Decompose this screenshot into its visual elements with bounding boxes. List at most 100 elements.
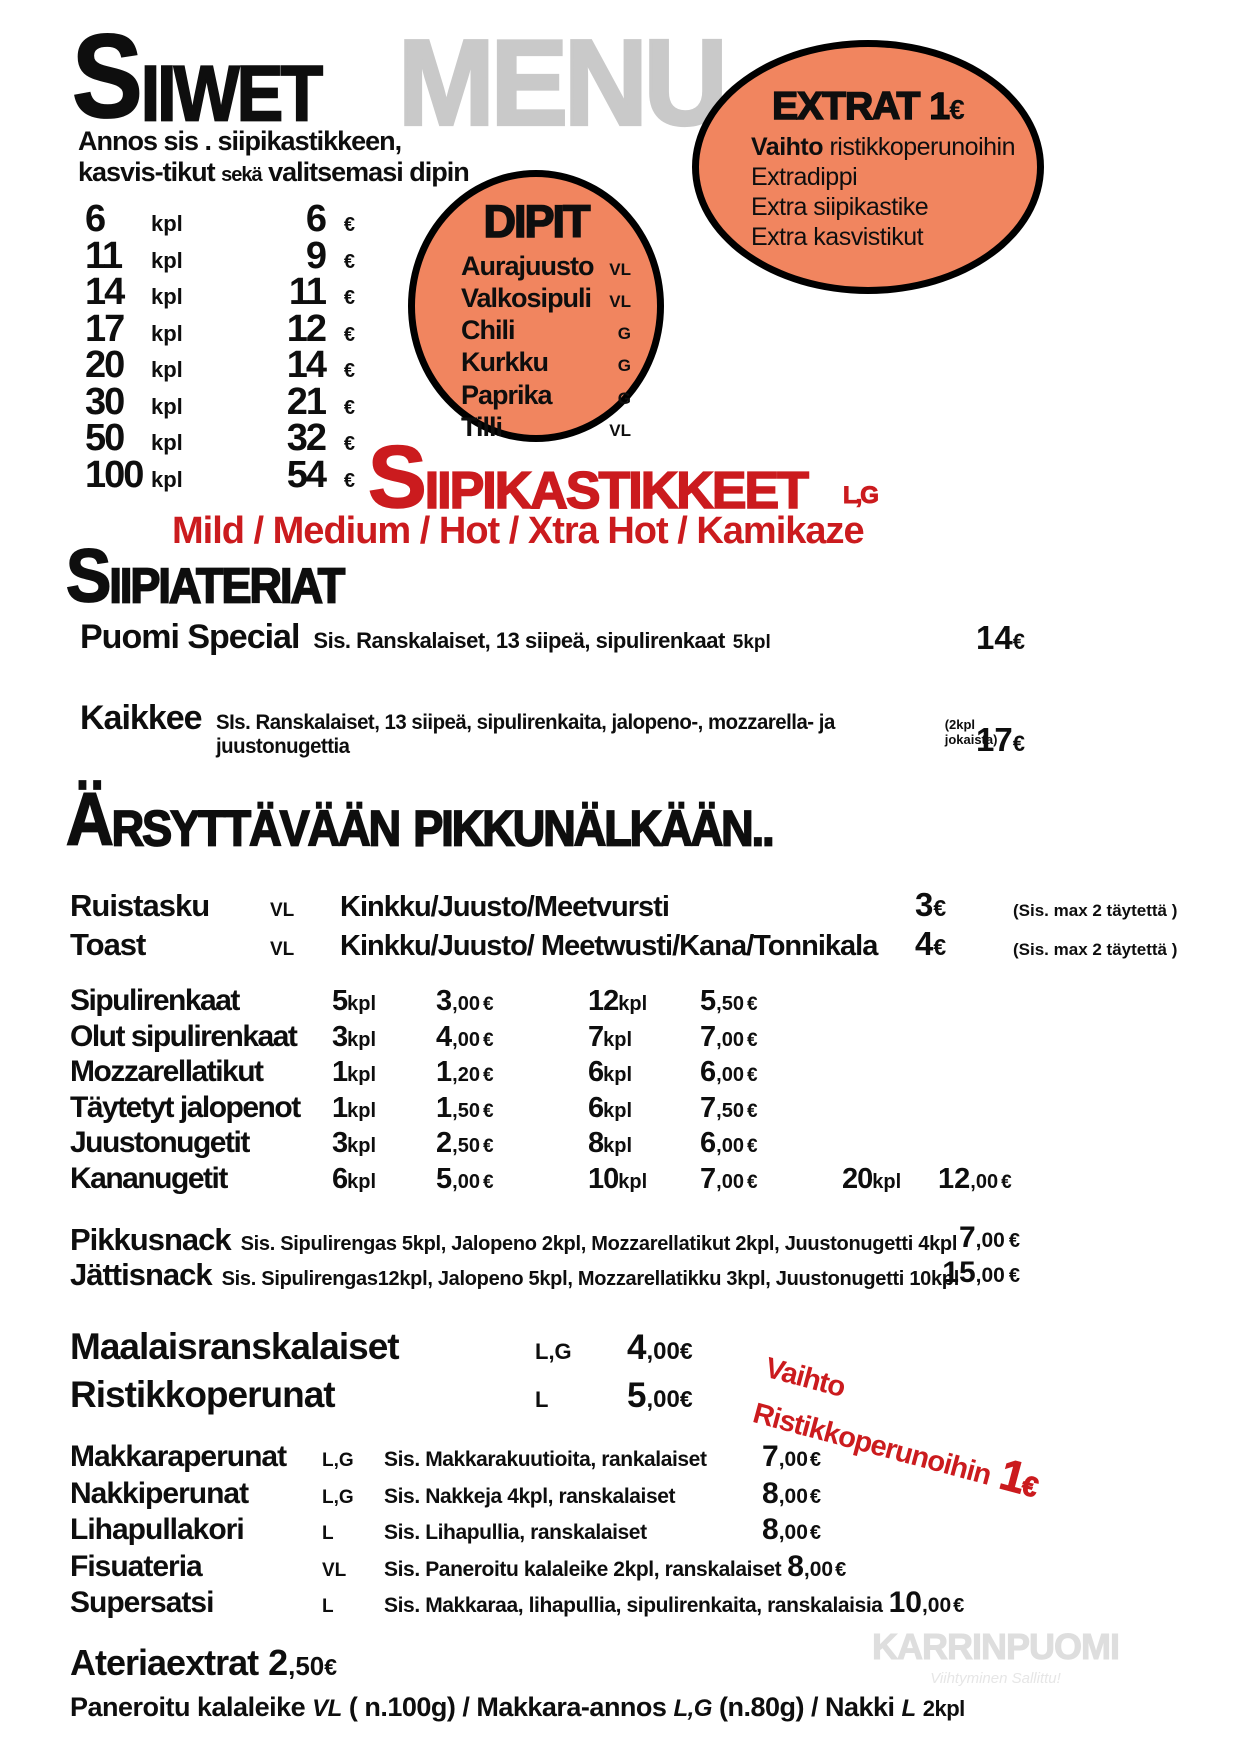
meal-desc: Sis. Lihapullia, ranskalaiset bbox=[384, 1521, 647, 1544]
combo-price: 7,00 € bbox=[959, 1221, 1020, 1255]
price-decimals: ,50 bbox=[452, 1099, 480, 1122]
wing-qty: 20 bbox=[85, 344, 125, 386]
meal-list-row: Nakkiperunat L,G Sis. Nakkeja 4kpl, rans… bbox=[70, 1477, 964, 1514]
fries-row: Ristikkoperunat L 5,00€ bbox=[70, 1374, 693, 1422]
dip-name: Valkosipuli bbox=[461, 283, 592, 314]
snack-row: Sipulirenkaat 5kpl 3,00 € 12kpl 5,50 € bbox=[70, 984, 1012, 1020]
diet-code: VL bbox=[270, 939, 295, 960]
wing-price-row: 30 kpl 21 € bbox=[85, 381, 355, 423]
snack-price: 1,50 € bbox=[436, 1092, 588, 1125]
meal-list-row: Lihapullakori L Sis. Lihapullia, ranskal… bbox=[70, 1513, 964, 1550]
wing-qty: 30 bbox=[85, 380, 125, 423]
page-title-initial: S bbox=[71, 10, 143, 143]
qty-unit: kpl bbox=[618, 993, 648, 1015]
price-decimals: ,00 bbox=[716, 1135, 744, 1157]
price-decimals: ,00 bbox=[778, 1521, 808, 1544]
snack-qty: 3kpl bbox=[332, 1021, 436, 1054]
qty-value: 12 bbox=[588, 985, 619, 1017]
meal-name: Nakkiperunat bbox=[70, 1476, 249, 1510]
price-decimals: ,00 bbox=[452, 1028, 480, 1051]
snack-qty: 6kpl bbox=[588, 1092, 700, 1125]
price-decimals: ,00 bbox=[646, 1338, 680, 1365]
price-value: 1 bbox=[436, 1056, 453, 1088]
price-decimals: ,00 bbox=[921, 1594, 952, 1617]
snack-name: Sipulirenkaat bbox=[70, 984, 240, 1017]
wing-unit: kpl bbox=[151, 211, 183, 236]
diet-code: G bbox=[617, 356, 631, 376]
euro-sign: € bbox=[343, 214, 355, 236]
meal-note: (2kpl jokaista) bbox=[944, 717, 998, 747]
extra-item: (n.80g) / Nakki bbox=[718, 1692, 895, 1722]
subtitle-line2-a: kasvis-tikut bbox=[78, 156, 216, 187]
page-subtitle: Annos sis . siipikastikkeen, kasvis-tiku… bbox=[78, 126, 470, 187]
wing-price: 11 bbox=[288, 271, 327, 313]
snack-price: 4,00 € bbox=[436, 1021, 588, 1054]
dip-name: Chili bbox=[461, 315, 515, 346]
snack-price: 3,00 € bbox=[436, 985, 588, 1018]
euro-sign: € bbox=[746, 1100, 758, 1122]
qty-value: 6 bbox=[332, 1162, 348, 1195]
diet-code: L,G bbox=[673, 1695, 712, 1722]
dips-bubble: DIPIT Aurajuusto VL Valkosipuli VL Chili G … bbox=[408, 170, 664, 442]
price-value: 7 bbox=[762, 1440, 779, 1473]
dip-item: Tilli VL bbox=[461, 411, 631, 443]
euro-sign: € bbox=[1012, 731, 1025, 756]
euro-sign: € bbox=[482, 1171, 494, 1193]
qty-unit: kpl bbox=[618, 1170, 648, 1193]
subtitle-line2-mid: sekä bbox=[221, 163, 262, 186]
euro-sign: € bbox=[949, 94, 965, 125]
wing-qty: 11 bbox=[85, 234, 123, 277]
snack-price: 2,50 € bbox=[436, 1127, 588, 1160]
qty-unit: kpl bbox=[347, 1064, 377, 1086]
snack-price: 5,50 € bbox=[700, 985, 842, 1018]
price-value: 3 bbox=[915, 886, 934, 923]
wing-meals-title-initial: S bbox=[65, 534, 112, 619]
price-decimals: ,50 bbox=[452, 1135, 480, 1157]
price-decimals: ,00 bbox=[970, 1170, 999, 1193]
snack-qty: 1kpl bbox=[332, 1092, 436, 1125]
meal-extras-title: Ateriaextrat bbox=[70, 1642, 259, 1683]
meal-desc: Sis. Paneroitu kalaleike 2kpl, ranskalai… bbox=[384, 1557, 782, 1581]
meal-list-row: Fisuateria VL Sis. Paneroitu kalaleike 2… bbox=[70, 1550, 964, 1587]
diet-code: VL bbox=[609, 292, 631, 312]
snack-qty: 8kpl bbox=[588, 1127, 700, 1160]
euro-sign: € bbox=[343, 287, 355, 309]
snack-row: Olut sipulirenkaat 3kpl 4,00 € 7kpl 7,00 € bbox=[70, 1020, 1012, 1056]
wing-qty: 50 bbox=[85, 417, 125, 459]
page-title: S IIWET bbox=[71, 10, 324, 143]
wing-unit: kpl bbox=[151, 320, 183, 346]
extras-line1-rest: ristikkoperunoihin bbox=[823, 133, 1016, 161]
qty-unit: kpl bbox=[347, 1170, 377, 1193]
snack-name: Juustonugetit bbox=[70, 1126, 250, 1159]
dip-item: Kurkku G bbox=[461, 346, 631, 378]
meal-desc: Sis. Nakkeja 4kpl, ranskalaiset bbox=[384, 1484, 676, 1508]
price-value: 8 bbox=[762, 1513, 779, 1546]
combo-desc: Sis. Sipulirengas 5kpl, Jalopeno 2kpl, M… bbox=[240, 1233, 958, 1255]
dip-item: Chili G bbox=[461, 314, 631, 346]
diet-code: L,G bbox=[535, 1339, 572, 1364]
price-decimals: ,20 bbox=[452, 1064, 480, 1086]
menu-watermark: MENU bbox=[397, 13, 730, 153]
price-decimals: ,00 bbox=[778, 1484, 808, 1508]
price-value: 10 bbox=[888, 1586, 922, 1619]
qty-value: 3 bbox=[332, 1020, 348, 1053]
snack-price: 7,50 € bbox=[700, 1092, 842, 1125]
wing-qty: 14 bbox=[85, 271, 125, 313]
snack-row: Täytetyt jalopenot 1kpl 1,50 € 6kpl 7,50 € bbox=[70, 1091, 1012, 1127]
diet-code: L bbox=[901, 1695, 917, 1722]
meal-desc: Sis. Makkaraa, lihapullia, sipulirenkait… bbox=[384, 1594, 883, 1617]
euro-sign: € bbox=[746, 1171, 758, 1193]
brand-watermark: KARRINPUOMI Viihtyminen Sallittu! bbox=[872, 1626, 1121, 1688]
price-value: 5 bbox=[627, 1376, 647, 1415]
euro-sign: € bbox=[746, 994, 758, 1015]
diet-code: VL bbox=[322, 1559, 347, 1581]
euro-sign: € bbox=[343, 360, 355, 382]
wing-unit: kpl bbox=[151, 430, 183, 455]
meal-name: Supersatsi bbox=[70, 1586, 214, 1619]
diet-code: L bbox=[322, 1523, 334, 1544]
qty-value: 10 bbox=[588, 1162, 619, 1195]
price-value: 8 bbox=[787, 1549, 804, 1583]
wing-price: 9 bbox=[305, 234, 327, 277]
subtitle-line1: Annos sis . siipikastikkeen, bbox=[78, 126, 402, 156]
price-decimals: ,00 bbox=[716, 1028, 744, 1051]
